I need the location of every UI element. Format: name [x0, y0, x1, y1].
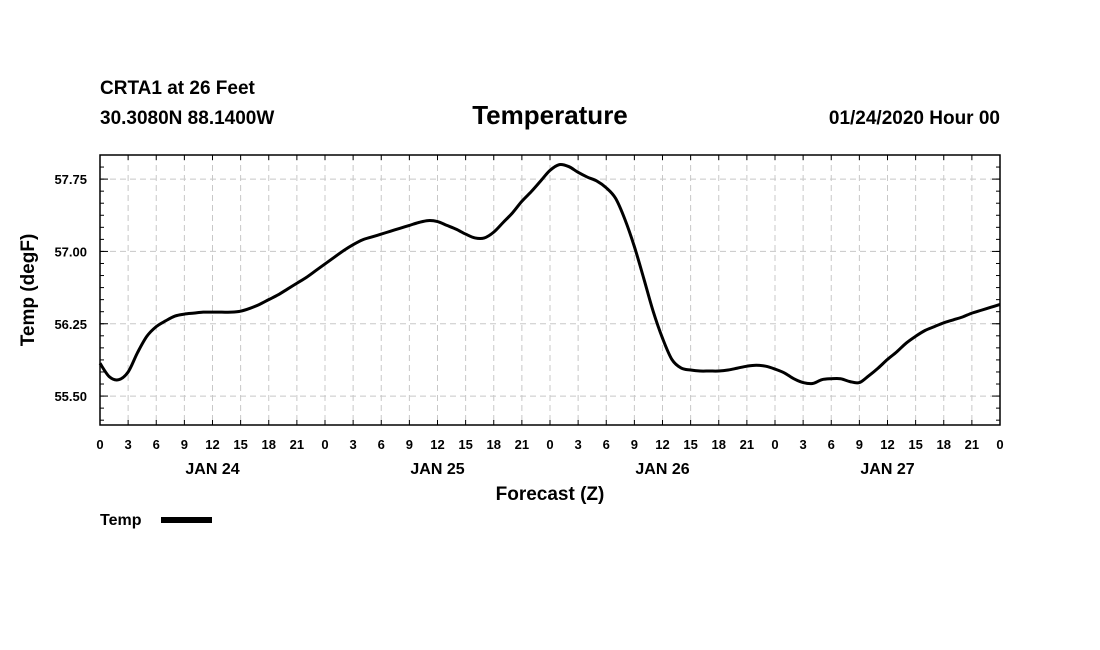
x-tick-label: 18 [262, 437, 276, 452]
x-tick-label: 15 [908, 437, 922, 452]
x-tick-label: 12 [205, 437, 219, 452]
x-tick-label: 15 [233, 437, 247, 452]
station-label: CRTA1 at 26 Feet [100, 78, 256, 99]
x-tick-label: 18 [937, 437, 951, 452]
x-tick-label: 9 [406, 437, 413, 452]
x-tick-label: 12 [655, 437, 669, 452]
x-date-label: JAN 25 [410, 461, 464, 478]
x-date-label: JAN 27 [860, 461, 914, 478]
x-tick-label: 6 [153, 437, 160, 452]
x-tick-label: 9 [181, 437, 188, 452]
y-tick-label: 57.75 [54, 172, 87, 187]
x-tick-label: 21 [515, 437, 529, 452]
x-tick-label: 9 [631, 437, 638, 452]
x-tick-label: 0 [321, 437, 328, 452]
x-tick-label: 0 [546, 437, 553, 452]
grid-lines [100, 155, 1000, 425]
x-date-label: JAN 26 [635, 461, 689, 478]
x-tick-label: 15 [683, 437, 697, 452]
chart-title: Temperature [472, 100, 628, 130]
y-tick-label: 57.00 [54, 244, 87, 259]
x-tick-label: 15 [458, 437, 472, 452]
x-tick-label: 9 [856, 437, 863, 452]
y-axis-label: Temp (degF) [18, 234, 39, 347]
x-tick-label: 18 [712, 437, 726, 452]
legend-label: Temp [100, 512, 142, 529]
series-layer [98, 162, 1001, 386]
x-axis-label: Forecast (Z) [496, 484, 605, 505]
location-label: 30.3080N 88.1400W [100, 108, 274, 129]
y-tick-label: 56.25 [54, 317, 87, 332]
x-tick-label: 21 [740, 437, 754, 452]
x-tick-label: 0 [996, 437, 1003, 452]
run-time-label: 01/24/2020 Hour 00 [829, 108, 1000, 129]
temp-series-line [98, 162, 1001, 386]
x-tick-label: 6 [378, 437, 385, 452]
x-tick-label: 12 [430, 437, 444, 452]
y-axis-ticks: 55.50 56.25 57.00 57.75 [54, 172, 1000, 404]
x-tick-label: 0 [96, 437, 103, 452]
x-tick-label: 6 [828, 437, 835, 452]
x-date-labels: JAN 24 JAN 25 JAN 26 JAN 27 [185, 461, 914, 478]
x-date-label: JAN 24 [185, 461, 239, 478]
x-tick-label: 0 [771, 437, 778, 452]
legend: Temp [100, 512, 212, 529]
x-tick-label: 12 [880, 437, 894, 452]
x-tick-label: 18 [487, 437, 501, 452]
y-tick-label: 55.50 [54, 389, 87, 404]
x-tick-label: 3 [350, 437, 357, 452]
x-tick-label: 6 [603, 437, 610, 452]
x-tick-label: 3 [125, 437, 132, 452]
x-tick-label: 21 [290, 437, 304, 452]
x-tick-label: 3 [575, 437, 582, 452]
plot-frame [99, 154, 1001, 426]
x-tick-label: 21 [965, 437, 979, 452]
x-tick-label: 3 [800, 437, 807, 452]
